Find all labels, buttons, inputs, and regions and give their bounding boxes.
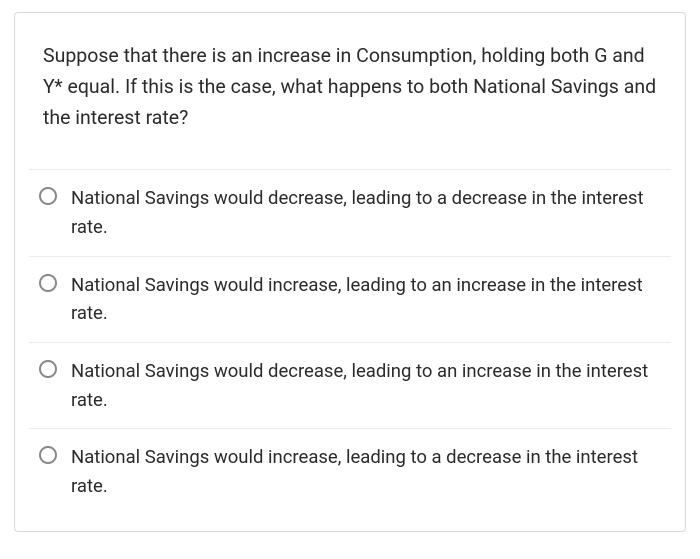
radio-icon[interactable] — [39, 360, 57, 378]
question-card: Suppose that there is an increase in Con… — [14, 12, 686, 532]
options-list: National Savings would decrease, leading… — [15, 169, 685, 530]
option-label: National Savings would increase, leading… — [71, 443, 661, 500]
option-row[interactable]: National Savings would increase, leading… — [29, 256, 671, 342]
option-label: National Savings would decrease, leading… — [71, 357, 661, 414]
option-label: National Savings would increase, leading… — [71, 271, 661, 328]
option-label: National Savings would decrease, leading… — [71, 184, 661, 241]
radio-icon[interactable] — [39, 187, 57, 205]
radio-icon[interactable] — [39, 446, 57, 464]
option-row[interactable]: National Savings would increase, leading… — [29, 428, 671, 514]
option-row[interactable]: National Savings would decrease, leading… — [29, 342, 671, 428]
option-row[interactable]: National Savings would decrease, leading… — [29, 169, 671, 255]
question-prompt: Suppose that there is an increase in Con… — [15, 13, 685, 169]
radio-icon[interactable] — [39, 274, 57, 292]
